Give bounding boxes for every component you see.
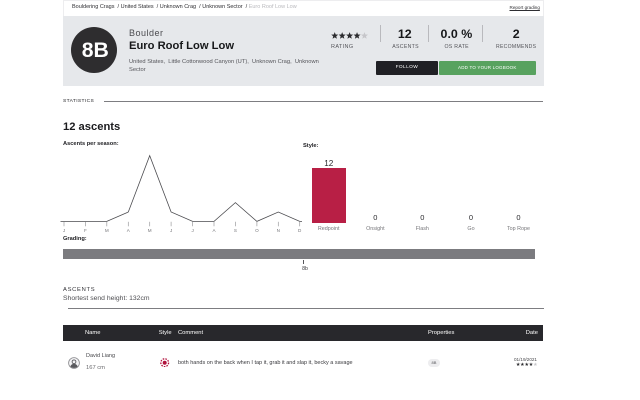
svg-text:D: D (298, 228, 302, 233)
svg-text:J: J (191, 228, 193, 233)
svg-text:M: M (148, 228, 152, 233)
svg-text:N: N (277, 228, 280, 233)
svg-text:M: M (105, 228, 109, 233)
svg-text:A: A (212, 228, 216, 233)
svg-text:S: S (234, 228, 237, 233)
svg-text:A: A (127, 228, 131, 233)
svg-text:J: J (63, 228, 65, 233)
svg-text:J: J (170, 228, 172, 233)
svg-text:O: O (255, 228, 259, 233)
svg-text:F: F (84, 228, 87, 233)
